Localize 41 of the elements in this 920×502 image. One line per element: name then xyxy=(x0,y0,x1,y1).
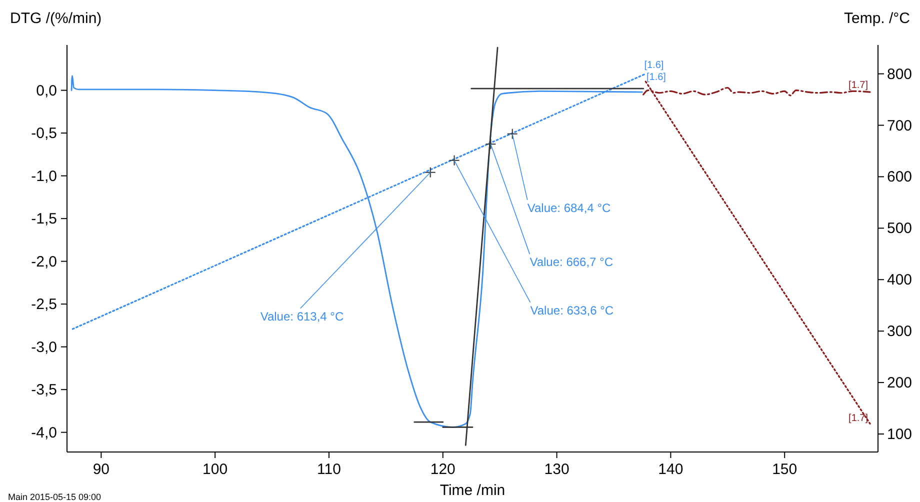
annotation: [1.7] xyxy=(848,80,868,92)
y-tick-label: -3,0 xyxy=(31,338,57,356)
x-tick-label: 100 xyxy=(202,461,228,478)
x-tick-label: 110 xyxy=(317,461,341,478)
y-axis-title: DTG /(%/min) xyxy=(10,10,102,27)
y2-tick-label: 700 xyxy=(887,117,912,134)
x-tick-label: 140 xyxy=(658,461,684,478)
x-tick-label: 130 xyxy=(544,461,570,478)
x-tick-label: 120 xyxy=(430,461,456,478)
y-tick-label: -1,0 xyxy=(31,168,57,185)
y2-tick-label: 100 xyxy=(887,426,912,443)
annotation: [1.6] xyxy=(644,60,664,72)
y-tick-label: -4,0 xyxy=(31,424,57,442)
y-tick-label: -2,0 xyxy=(31,253,57,270)
point xyxy=(424,166,436,178)
y-tick-label: -3,5 xyxy=(31,382,57,399)
y-tick-label: 0,0 xyxy=(36,82,57,100)
y2-tick-label: 500 xyxy=(887,220,912,238)
y2-tick-label: 800 xyxy=(887,66,912,83)
y2-tick-label: 300 xyxy=(887,323,912,340)
y-tick-label: -1,5 xyxy=(31,210,57,228)
y2-tick-label: 200 xyxy=(887,374,912,392)
text: Main 2015-05-15 09:00 xyxy=(8,492,102,502)
x-tick-label: 90 xyxy=(92,461,110,478)
point xyxy=(485,138,496,150)
y2-tick-label: 400 xyxy=(887,272,912,289)
y-tick-label: -0,5 xyxy=(31,125,57,142)
y2-tick-label: 600 xyxy=(887,168,912,186)
annotation: [1.7] xyxy=(848,413,868,424)
line-series xyxy=(70,75,643,428)
x-axis-title: Time /min xyxy=(440,482,506,499)
y2-axis-title: Temp. /°C xyxy=(844,10,910,27)
annotation: Value: 666,7 °C xyxy=(530,255,614,270)
point xyxy=(448,154,460,166)
annotation: [1.6] xyxy=(646,72,666,84)
annotation: Value: 684,4 °C xyxy=(527,200,611,215)
annotation: Value: 633,6 °C xyxy=(530,303,614,318)
x-tick-label: 150 xyxy=(772,461,798,478)
point xyxy=(506,128,518,140)
y-tick-label: -2,5 xyxy=(31,296,57,314)
annotation: Value: 613,4 °C xyxy=(260,309,344,324)
